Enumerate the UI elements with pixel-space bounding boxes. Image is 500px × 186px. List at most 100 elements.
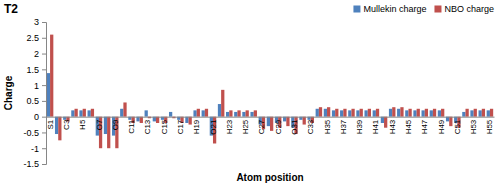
bar <box>327 107 330 116</box>
tick-label: O9 <box>111 119 120 130</box>
bar <box>474 109 477 117</box>
bar <box>123 102 126 116</box>
bar <box>433 109 436 117</box>
tick: -1 <box>31 144 46 154</box>
bar <box>470 110 473 116</box>
bar <box>417 109 420 117</box>
tick-label: C33 <box>306 119 315 134</box>
bar <box>343 109 346 117</box>
tick-label: O21 <box>209 119 218 135</box>
tick-label: 2.5 <box>26 33 39 43</box>
tick: 2 <box>34 49 46 59</box>
tick: C11 <box>127 117 136 134</box>
tick-label: C13 <box>143 119 152 134</box>
tick: O7 <box>95 117 104 131</box>
tick: H47 <box>420 117 429 135</box>
bar <box>226 112 229 117</box>
tick: 3 <box>34 17 46 27</box>
bar <box>205 109 208 117</box>
bar <box>376 109 379 117</box>
tick-label: H53 <box>469 119 478 134</box>
axis-line <box>42 23 47 165</box>
bar <box>83 109 86 117</box>
tick-mark <box>42 164 46 165</box>
bar <box>351 109 354 117</box>
tick: H49 <box>437 117 446 135</box>
tick: H19 <box>192 117 201 135</box>
bar <box>373 110 376 116</box>
tick: 1.5 <box>26 65 46 75</box>
bar <box>364 110 367 116</box>
legend: NBO chargeMullekin charge <box>353 4 494 14</box>
tick: H41 <box>371 117 380 135</box>
bar <box>254 110 257 116</box>
bar <box>246 110 249 116</box>
tick-label: C29 <box>274 119 283 134</box>
tick-label: C15 <box>160 119 169 134</box>
tick-mark <box>42 101 46 102</box>
bar <box>316 109 319 117</box>
bar <box>234 112 237 117</box>
tick: H45 <box>404 117 413 135</box>
bar <box>479 110 482 116</box>
bar <box>193 110 196 116</box>
tick: S1 <box>46 117 55 130</box>
bar <box>88 110 91 116</box>
bar <box>389 109 392 117</box>
bar <box>267 117 270 126</box>
tick: H23 <box>225 117 234 135</box>
bar <box>405 110 408 116</box>
tick: 0.5 <box>26 96 46 106</box>
legend-swatch <box>353 6 360 13</box>
bar <box>145 110 148 116</box>
tick: C3 <box>62 117 71 130</box>
tick-mark <box>42 117 46 118</box>
legend-label: NBO charge <box>444 4 494 14</box>
bar <box>397 109 400 117</box>
tick-label: 0.5 <box>26 96 39 106</box>
tick-label: H5 <box>78 119 87 130</box>
plot: -1.5 -1 -0.5 0 0.5 1 1.5 2 2.5 3 S1 C3 H5 O7 O9 C11 C13 C… <box>23 17 494 169</box>
bar <box>55 117 58 134</box>
bar <box>348 110 351 116</box>
bar <box>169 112 172 117</box>
tick-label: 2 <box>34 49 39 59</box>
tick: -0.5 <box>23 128 46 138</box>
tick: H43 <box>388 117 397 135</box>
tick-label: -1 <box>31 144 39 154</box>
tick-mark <box>42 69 46 70</box>
tick-label: 1 <box>34 80 39 90</box>
tick: H35 <box>323 117 332 135</box>
tick-mark <box>42 54 46 55</box>
tick-mark <box>42 22 46 23</box>
bar <box>250 112 253 117</box>
y-axis-title: Charge <box>3 75 14 110</box>
bar <box>202 110 205 116</box>
bar <box>408 109 411 117</box>
bar <box>324 109 327 117</box>
tick-label: 3 <box>34 17 39 27</box>
bar <box>335 109 338 117</box>
x-axis-title: Atom position <box>236 172 303 183</box>
bar <box>356 110 359 116</box>
bar <box>438 110 441 116</box>
tick: 0 <box>34 112 46 122</box>
series-bars <box>50 35 493 149</box>
bar <box>218 104 221 117</box>
chart: -1.5 -1 -0.5 0 0.5 1 1.5 2 2.5 3 S1 C3 H5 O7 O9 C11 C13 C… <box>0 0 500 186</box>
bar <box>120 109 123 117</box>
bar <box>75 109 78 117</box>
tick-label: H41 <box>371 119 380 134</box>
tick: O21 <box>209 117 218 135</box>
tick: -1.5 <box>23 159 46 169</box>
bar <box>422 110 425 116</box>
tick: H37 <box>339 117 348 135</box>
bar <box>430 110 433 116</box>
tick-label: H45 <box>404 119 413 134</box>
tick-label: C51 <box>453 119 462 134</box>
bar <box>487 110 490 116</box>
tick-label: -1.5 <box>23 159 39 169</box>
bar <box>441 109 444 117</box>
tick-label: H39 <box>355 119 364 134</box>
tick-label: H43 <box>388 119 397 134</box>
